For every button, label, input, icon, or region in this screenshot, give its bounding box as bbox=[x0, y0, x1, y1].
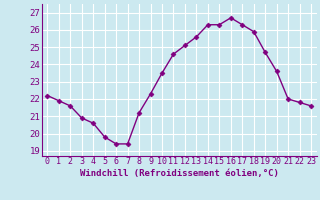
X-axis label: Windchill (Refroidissement éolien,°C): Windchill (Refroidissement éolien,°C) bbox=[80, 169, 279, 178]
